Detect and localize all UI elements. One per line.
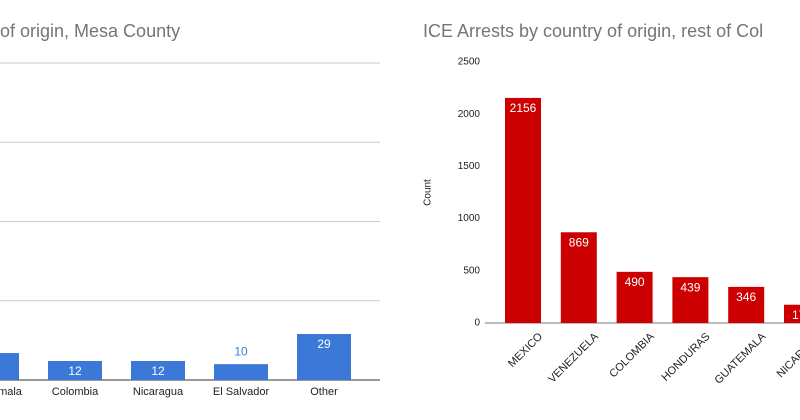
y-tick-label: 1000 [458, 213, 481, 224]
bar [297, 334, 351, 380]
x-tick-label: Other [310, 386, 338, 398]
data-label: 439 [680, 280, 700, 294]
bar [728, 286, 765, 323]
x-tick-label: VENEZUELA [546, 330, 601, 385]
x-tick-label: Nicaragua [133, 386, 184, 398]
data-label: 12 [68, 364, 82, 378]
x-tick-label: COLOMBIA [607, 330, 657, 380]
data-label: 869 [569, 235, 589, 249]
data-label: 10 [234, 344, 248, 358]
bar [0, 353, 19, 380]
x-tick-label: MEXICO [506, 330, 545, 369]
y-tick-label: 0 [474, 318, 480, 329]
data-label: 12 [151, 364, 165, 378]
bar [784, 304, 800, 323]
y-tick-label: 500 [463, 265, 480, 276]
x-tick-label: El Salvador [213, 386, 270, 398]
data-label: 2156 [510, 101, 537, 115]
y-tick-label: 2500 [458, 57, 481, 68]
data-label: 490 [625, 275, 645, 289]
bar [560, 232, 597, 323]
x-tick-label: GUATEMALA [712, 330, 768, 386]
bar [131, 360, 185, 380]
chart-title: of origin, Mesa County [0, 21, 180, 41]
y-axis-label: Count [423, 179, 434, 206]
bar [616, 271, 653, 323]
bar [505, 97, 541, 323]
x-tick-label: mala [0, 386, 23, 398]
bar [48, 360, 102, 380]
data-label: 29 [317, 337, 331, 351]
x-tick-label: Colombia [52, 386, 99, 398]
data-label: 175 [792, 308, 800, 322]
y-tick-label: 2000 [458, 109, 481, 120]
y-tick-label: 1500 [458, 161, 481, 172]
x-tick-label: HONDURAS [660, 331, 713, 384]
bar [214, 364, 268, 380]
chart-title: ICE Arrests by country of origin, rest o… [423, 21, 763, 41]
data-label: 346 [736, 290, 756, 304]
x-tick-label: NICARAGU [775, 331, 800, 381]
bar [672, 277, 709, 323]
